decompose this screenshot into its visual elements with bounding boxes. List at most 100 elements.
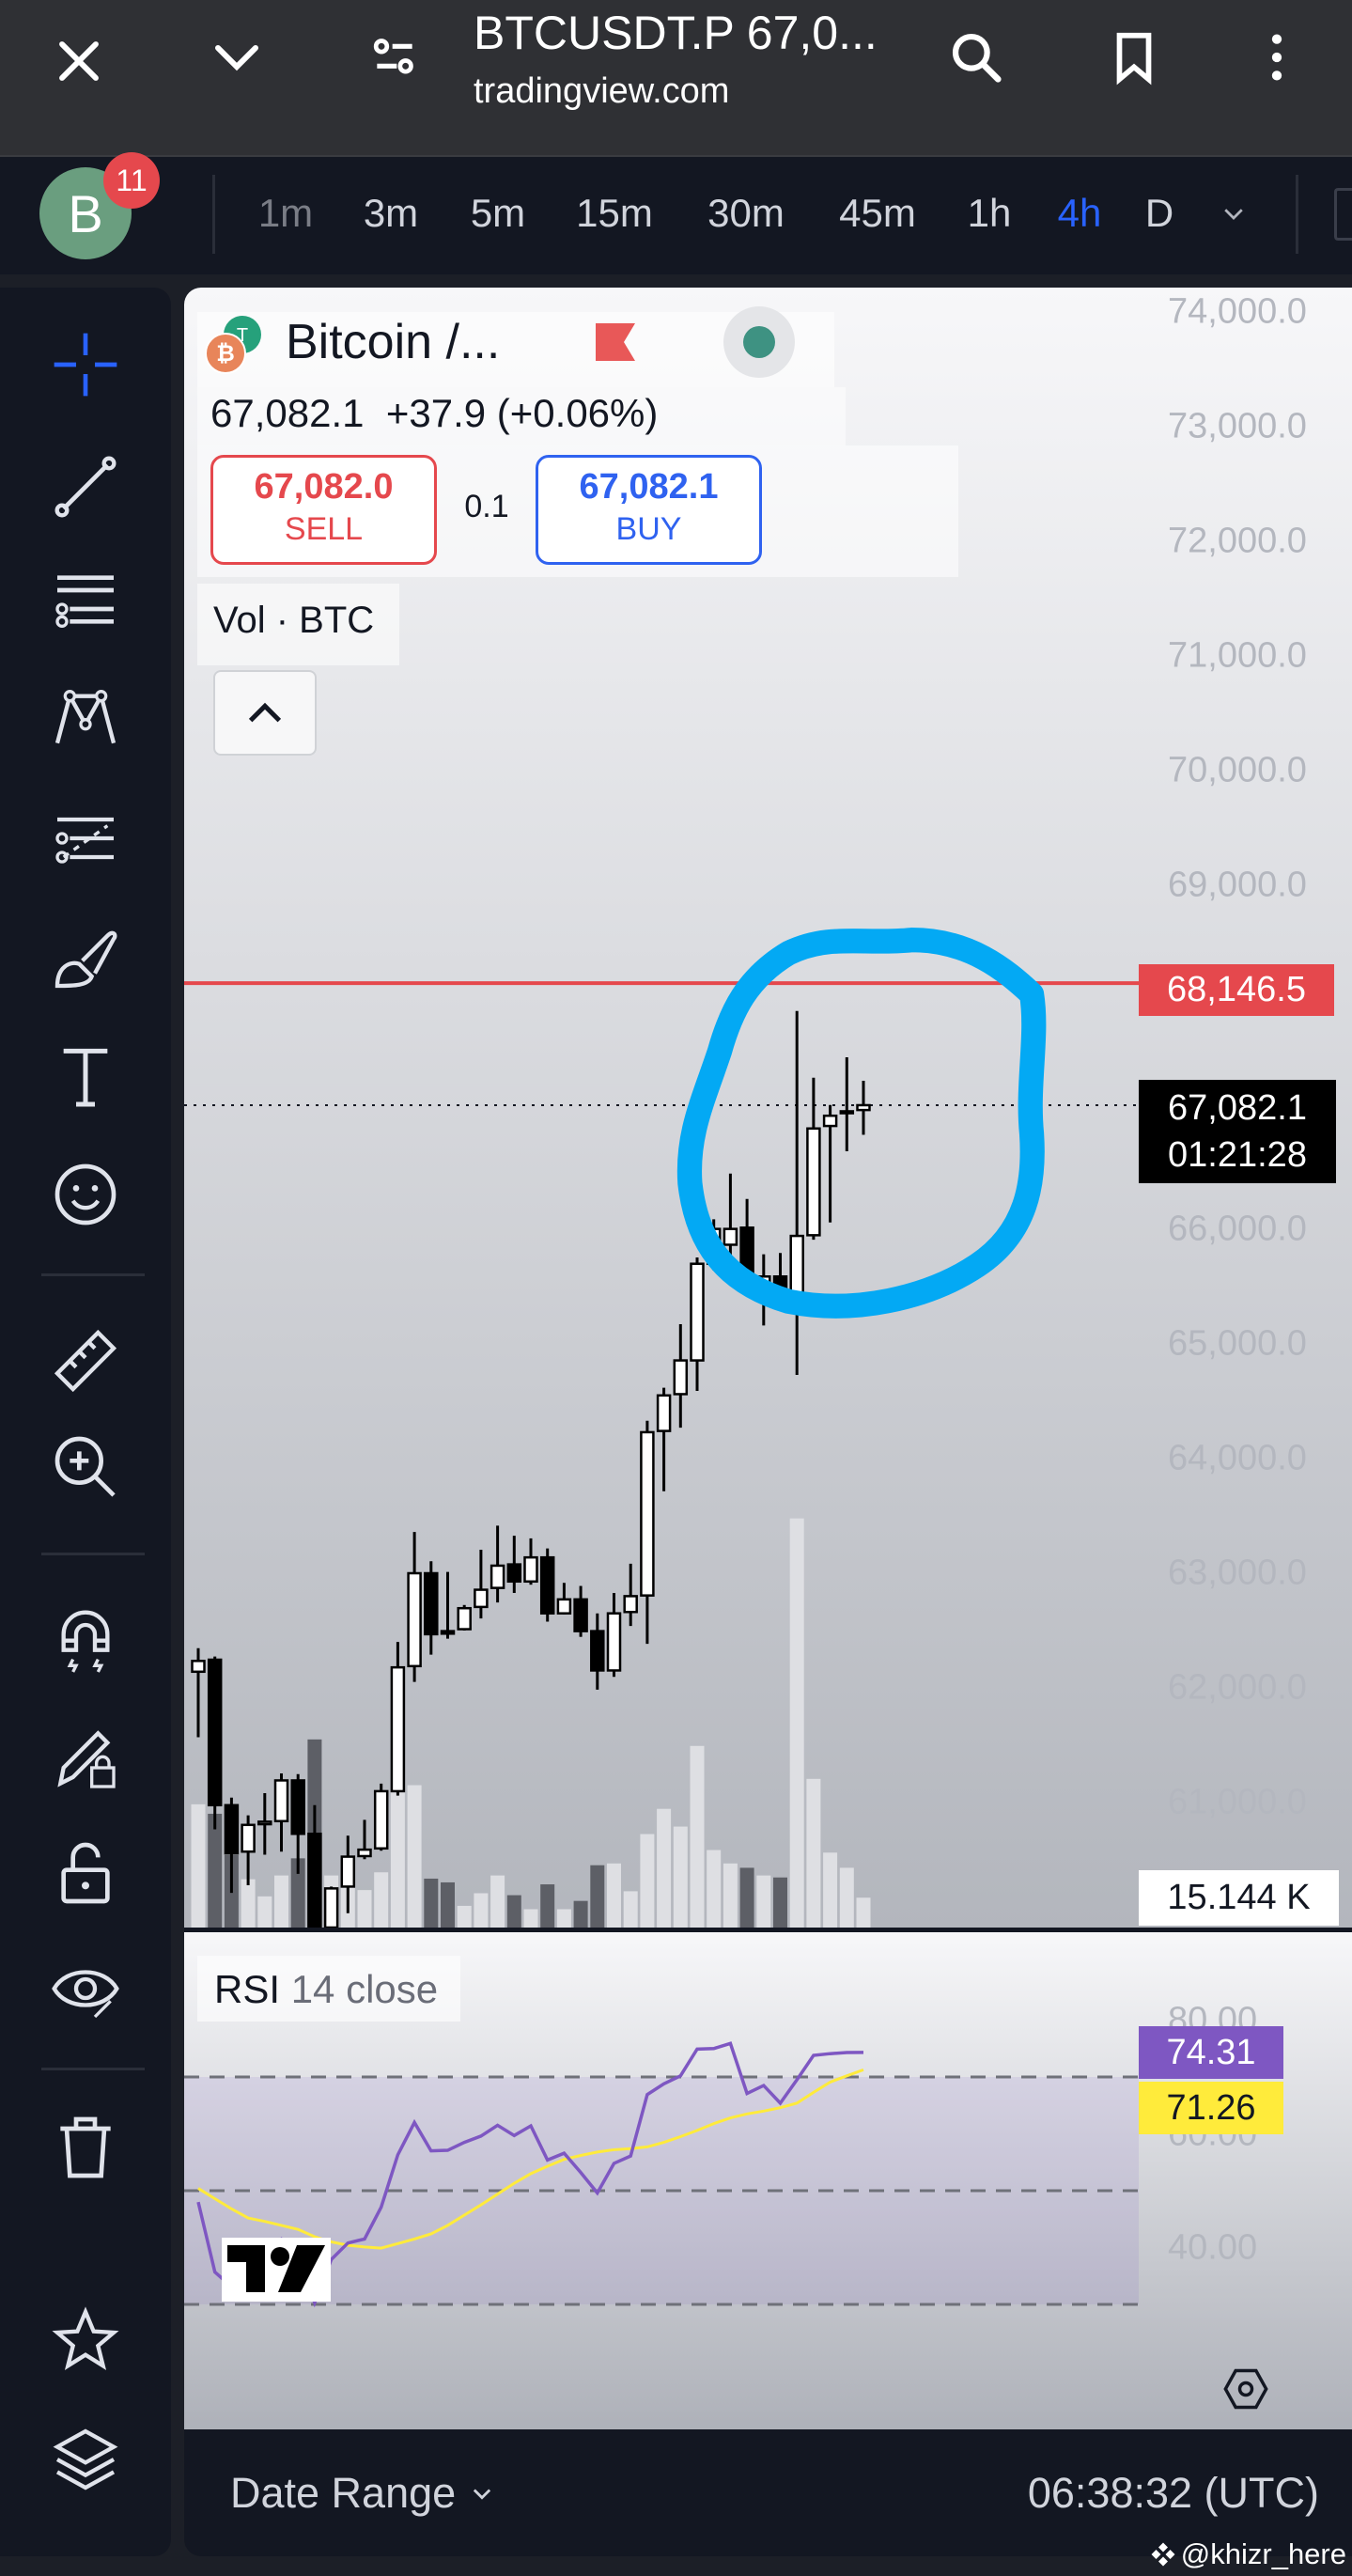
interval-45m[interactable]: 45m	[839, 191, 916, 235]
candle-body	[523, 1555, 538, 1584]
candle-body	[556, 1598, 572, 1615]
pattern-icon[interactable]	[48, 680, 123, 756]
symbol-name[interactable]: Bitcoin /...	[286, 315, 501, 369]
candle-body	[273, 1779, 289, 1823]
svg-text:₿: ₿	[216, 341, 235, 367]
close-icon[interactable]	[51, 33, 107, 89]
market-status-icon[interactable]	[723, 306, 795, 378]
forecast-icon[interactable]	[48, 801, 123, 876]
volume-bar	[773, 1877, 787, 1928]
alert-price-label[interactable]: 68,146.5	[1139, 964, 1334, 1016]
sell-price: 67,082.0	[254, 467, 394, 507]
candle-body	[756, 1275, 771, 1288]
clock-timezone[interactable]: 06:38:32 (UTC)	[1027, 2469, 1319, 2517]
volume-bar	[856, 1897, 871, 1928]
volume-legend[interactable]: Vol · BTC	[197, 584, 399, 665]
interval-5m[interactable]: 5m	[470, 191, 526, 235]
volume-bar	[806, 1778, 821, 1928]
settings-icon[interactable]	[1221, 2365, 1270, 2413]
volume-bar	[573, 1900, 588, 1928]
volume-bar	[441, 1881, 455, 1928]
interval-3m[interactable]: 3m	[363, 191, 419, 235]
interval-15m[interactable]: 15m	[576, 191, 653, 235]
price-axis-label: 71,000.0	[1168, 635, 1307, 676]
fib-icon[interactable]	[48, 562, 123, 637]
candle-body	[723, 1227, 738, 1246]
lock-icon[interactable]	[48, 1835, 123, 1911]
volume-bar	[739, 1867, 754, 1928]
bar-countdown: 01:21:28	[1168, 1135, 1307, 1175]
price-axis-label: 70,000.0	[1168, 750, 1307, 790]
avatar[interactable]: B	[39, 167, 132, 259]
volume-bar	[640, 1834, 655, 1928]
buy-button[interactable]: 67,082.1 BUY	[536, 455, 762, 565]
text-icon[interactable]	[48, 1038, 123, 1114]
chevron-down-icon[interactable]	[1215, 195, 1252, 232]
chart-type-icon[interactable]	[1334, 188, 1352, 241]
notification-badge: 11	[103, 152, 160, 209]
volume-bar	[257, 1896, 272, 1928]
rsi-legend[interactable]: RSI 14 close	[197, 1956, 460, 2022]
volume-bar	[208, 1813, 223, 1928]
chevron-down-icon[interactable]	[209, 29, 265, 86]
volume-bar	[274, 1875, 288, 1928]
rsi-params: 14 close	[290, 1967, 439, 2011]
watermark-text: @khizr_here	[1180, 2537, 1346, 2570]
brush-icon[interactable]	[48, 920, 123, 995]
current-price-label: 67,082.1 01:21:28	[1139, 1080, 1336, 1183]
candle-body	[590, 1630, 605, 1672]
lock-drawing-icon[interactable]	[48, 1721, 123, 1796]
emoji-icon[interactable]	[48, 1157, 123, 1232]
search-icon[interactable]	[945, 26, 1007, 88]
volume-bar	[623, 1891, 638, 1928]
candle-body	[207, 1658, 223, 1807]
interval-1h[interactable]: 1h	[967, 191, 1012, 235]
volume-bar	[707, 1850, 722, 1928]
zoom-in-icon[interactable]	[48, 1429, 123, 1505]
price-axis-label: 63,000.0	[1168, 1553, 1307, 1593]
ruler-icon[interactable]	[48, 1323, 123, 1398]
interval-1m[interactable]: 1m	[257, 191, 314, 235]
candle-body	[474, 1588, 489, 1609]
flag-icon[interactable]	[596, 323, 637, 361]
coin-icon: T ₿	[203, 312, 269, 378]
interval-30m[interactable]: 30m	[707, 191, 785, 235]
trash-icon[interactable]	[48, 2110, 123, 2185]
price-axis-label: 73,000.0	[1168, 406, 1307, 446]
volume-bar	[789, 1518, 804, 1928]
volume-bar	[556, 1909, 571, 1928]
star-icon[interactable]	[48, 2303, 123, 2378]
candle-body	[839, 1110, 855, 1115]
change-value: +37.9 (+0.06%)	[385, 391, 659, 435]
volume-bar	[756, 1875, 771, 1928]
volume-bar	[290, 1858, 305, 1928]
volume-bar	[390, 1785, 405, 1928]
volume-bar	[540, 1884, 555, 1928]
candle-body	[307, 1833, 322, 1929]
interval-D[interactable]: D	[1144, 191, 1174, 235]
date-range-button[interactable]: Date Range	[230, 2469, 495, 2518]
volume-bar	[490, 1875, 505, 1928]
volume-bar	[823, 1852, 838, 1928]
sell-button[interactable]: 67,082.0 SELL	[210, 455, 437, 565]
magnet-icon[interactable]	[48, 1606, 123, 1681]
eye-icon[interactable]	[48, 1951, 123, 2026]
buy-price: 67,082.1	[579, 467, 719, 507]
crosshair-icon[interactable]	[48, 327, 123, 402]
interval-4h[interactable]: 4h	[1057, 191, 1102, 235]
volume-bar	[424, 1878, 439, 1928]
trend-line-icon[interactable]	[48, 449, 123, 524]
volume-bar	[241, 1879, 256, 1928]
layers-icon[interactable]	[48, 2422, 123, 2497]
site-settings-icon[interactable]	[366, 29, 423, 86]
volume-bar	[374, 1872, 389, 1928]
candle-body	[457, 1606, 472, 1631]
chart-panel[interactable]: 74,000.0 73,000.0 72,000.0 71,000.0 70,000.0…	[184, 288, 1352, 2429]
more-options-icon[interactable]	[1246, 26, 1308, 88]
bookmark-icon[interactable]	[1103, 26, 1165, 88]
bottom-bar: Date Range 06:38:32 (UTC)	[184, 2429, 1352, 2556]
candle-body	[224, 1803, 240, 1855]
collapse-legend-button[interactable]	[213, 670, 317, 756]
rsi-title: RSI	[214, 1967, 281, 2011]
volume-bar	[673, 1826, 688, 1928]
